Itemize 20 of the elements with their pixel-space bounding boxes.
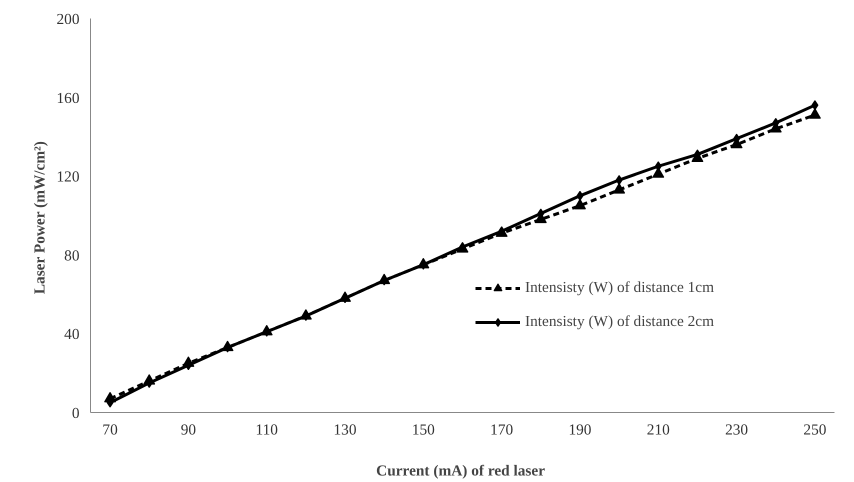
x-tick-label: 90 [180,422,196,438]
y-tick-label: 200 [56,11,80,28]
x-tick-label: 190 [568,422,592,438]
y-tick-label: 120 [56,168,80,186]
x-tick-label: 70 [102,422,118,438]
y-axis-title: Laser Power (mW/cm²) [32,141,49,294]
x-tick-label: 250 [803,422,827,438]
y-tick-label: 80 [64,247,80,264]
x-tick-label: 210 [646,422,670,438]
y-tick-label: 0 [72,405,80,422]
x-tick-label: 130 [334,422,357,438]
x-tick-label: 110 [256,422,278,438]
legend-label: Intensisty (W) of distance 2cm [525,313,714,331]
y-tick-label: 160 [56,90,80,107]
x-tick-label: 150 [412,422,436,438]
y-tick-label: 40 [64,326,80,344]
legend-label: Intensisty (W) of distance 1cm [525,279,714,297]
x-tick-label: 230 [725,422,748,438]
x-axis-title: Current (mA) of red laser [376,462,546,480]
x-tick-label: 170 [490,422,514,438]
